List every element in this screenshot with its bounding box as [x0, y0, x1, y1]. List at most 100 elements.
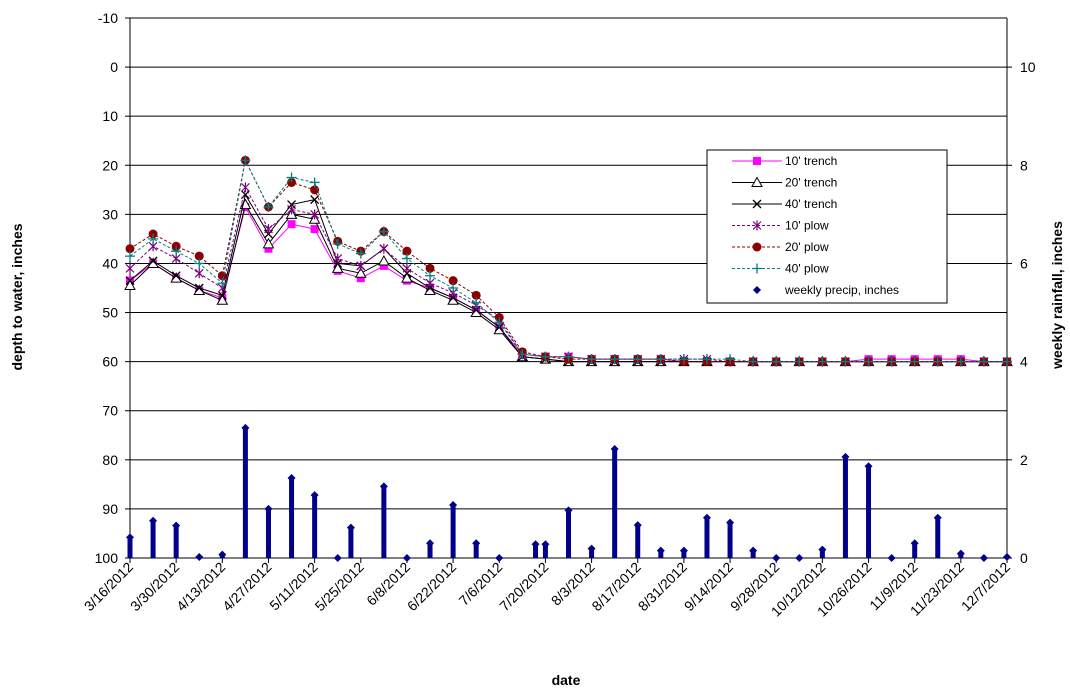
y-tick-label: -10	[98, 10, 118, 26]
y-axis-title: depth to water, inches	[9, 223, 25, 370]
y-tick-label: 80	[102, 452, 118, 468]
series-point	[264, 244, 273, 253]
series-point	[425, 263, 435, 273]
precip-point	[449, 500, 458, 509]
series-point	[356, 260, 366, 271]
precip-bar	[450, 504, 456, 558]
legend-swatch-marker	[752, 199, 762, 209]
precip-bar	[704, 517, 710, 558]
precip-bar	[312, 495, 318, 558]
y-tick-label: 0	[110, 59, 118, 75]
series-point	[402, 246, 412, 256]
precip-point	[795, 554, 804, 562]
y-tick-label: 40	[102, 255, 118, 271]
series-point	[448, 276, 458, 286]
precip-bar	[265, 508, 271, 558]
legend-swatch-marker	[752, 220, 762, 231]
series-point	[355, 248, 366, 259]
series-point	[402, 263, 412, 274]
precip-point	[426, 539, 435, 548]
legend-label: 40' trench	[785, 197, 837, 211]
precip-point	[702, 513, 711, 522]
x-axis-title: date	[552, 672, 581, 688]
precip-point	[956, 549, 965, 558]
series-point	[840, 356, 851, 367]
precip-bar	[427, 543, 433, 558]
x-tick-labels: 3/16/20123/30/20124/13/20124/27/20125/11…	[81, 558, 1013, 620]
legend-entry: 40' plow	[732, 262, 829, 276]
precip-series	[126, 423, 1011, 562]
y-tick-label: 30	[102, 206, 118, 222]
precip-point	[346, 523, 355, 532]
legend-entry: 10' trench	[732, 154, 837, 168]
series-point	[194, 258, 205, 269]
precip-bar	[473, 543, 479, 558]
series-point	[310, 195, 320, 205]
series-point	[125, 244, 135, 254]
series-point	[978, 356, 989, 367]
series-point	[217, 290, 227, 300]
series-point	[171, 246, 182, 257]
legend-label: 20' trench	[785, 176, 837, 190]
series-point	[310, 185, 320, 195]
precip-point	[564, 506, 573, 515]
precip-point	[726, 518, 735, 527]
legend-entry: 10' plow	[732, 219, 829, 233]
series-point	[264, 224, 273, 235]
series-point	[701, 354, 712, 365]
precip-bar	[819, 549, 825, 558]
series-point	[216, 294, 229, 305]
precip-bar	[912, 543, 918, 558]
precip-point	[841, 452, 850, 461]
precip-point	[218, 550, 227, 559]
legend-swatch-marker	[753, 286, 761, 294]
series-point	[124, 279, 136, 291]
series-point	[725, 354, 736, 365]
precip-bar	[150, 520, 156, 558]
precip-bar	[173, 525, 179, 558]
series-point	[771, 356, 782, 367]
precip-point	[172, 521, 181, 530]
series-point	[379, 243, 389, 254]
legend-swatch-marker	[752, 263, 762, 274]
series-point	[678, 354, 689, 365]
series-point	[309, 177, 320, 188]
series-point	[310, 209, 320, 220]
series-point	[263, 202, 274, 212]
series-point	[171, 271, 181, 281]
series-point	[932, 356, 943, 367]
left-y-tick-labels: -10 0 10 20 30 40 50 60 70 80 90 100	[95, 10, 130, 566]
series-point	[817, 356, 828, 367]
series-point	[379, 261, 388, 270]
precip-point	[287, 473, 296, 482]
series-point	[262, 237, 275, 249]
precip-point	[241, 423, 250, 432]
x-tick-label: 3/30/2012	[127, 559, 183, 615]
series-point	[378, 254, 390, 266]
series-point	[540, 351, 551, 362]
right-y-tick-labels: 0 2 4 6 8 10	[1007, 59, 1036, 566]
legend-swatch-marker	[751, 176, 763, 187]
precip-point	[531, 540, 540, 549]
series-point	[286, 172, 297, 183]
precip-point	[495, 554, 504, 562]
x-tick-label: 5/25/2012	[312, 559, 368, 615]
y2-tick-label: 8	[1020, 157, 1028, 173]
y-tick-label: 50	[102, 305, 118, 321]
legend-box	[706, 149, 948, 304]
x-tick-label: 4/13/2012	[173, 559, 229, 615]
y-tick-label: 20	[102, 157, 118, 173]
y2-axis-title: weekly rainfall, inches	[1049, 221, 1065, 370]
precip-point	[126, 533, 134, 542]
series-6	[125, 155, 1012, 367]
precip-bar	[866, 466, 872, 558]
y2-tick-label: 4	[1020, 354, 1028, 370]
series-point	[378, 226, 389, 237]
series-point	[448, 283, 459, 293]
x-tick-label: 9/14/2012	[681, 559, 737, 615]
series-point	[194, 251, 204, 261]
precip-point	[864, 462, 873, 471]
x-tick-label: 6/22/2012	[404, 559, 460, 615]
series-point	[194, 283, 204, 293]
precip-bar	[348, 527, 354, 558]
